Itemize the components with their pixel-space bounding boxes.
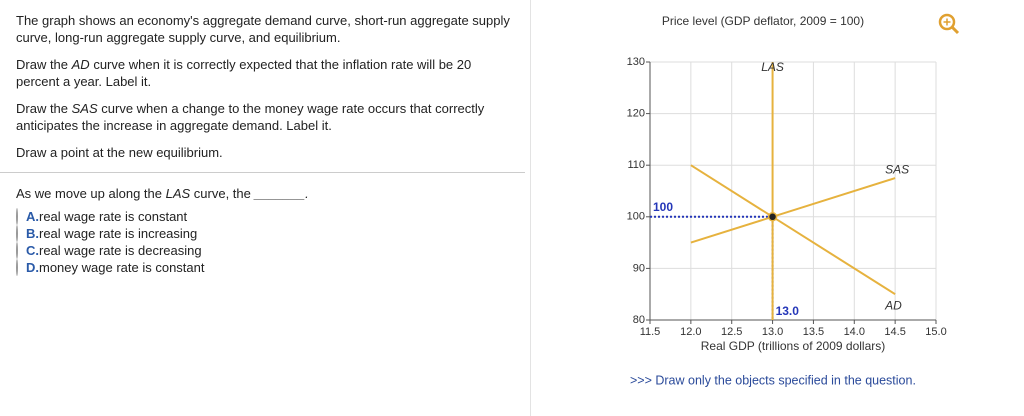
x-tick-label: 13.0 [762,326,783,338]
curve [690,164,896,296]
paragraph: Draw the SAS curve when a change to the … [16,100,516,134]
x-tick-label: 13.5 [803,326,824,338]
paragraph: The graph shows an economy's aggregate d… [16,12,516,46]
y-tick-label: 120 [627,108,645,120]
question-panel: The graph shows an economy's aggregate d… [16,12,516,276]
text-segment: _______. [254,186,309,201]
option-text: money wage rate is constant [39,260,205,275]
curve [690,177,896,244]
text-segment: SAS [71,101,98,116]
y-axis-title: Price level (GDP deflator, 2009 = 100) [662,14,864,28]
text-segment: As we move up along the [16,186,166,201]
y-tick-label: 130 [627,56,645,68]
prompt: As we move up along the LAS curve, the _… [16,185,516,202]
x-tick-label: 12.0 [680,326,701,338]
option-letter: C. [26,243,39,258]
text-segment: The graph shows an economy's aggregate d… [16,13,510,45]
x-tick-label: 11.5 [640,326,661,338]
text-segment: Draw the [16,57,72,72]
option-letter: B. [26,226,39,241]
equilibrium-point [767,212,778,222]
y-tick-label: 80 [633,314,645,326]
divider [0,172,525,173]
paragraph: Draw a point at the new equilibrium. [16,144,516,161]
point-y-label: 100 [653,200,673,214]
x-tick-label: 12.5 [721,326,742,338]
option[interactable]: C.real wage rate is decreasing [16,242,516,259]
y-tick-label: 90 [633,262,645,274]
x-axis-title: Real GDP (trillions of 2009 dollars) [701,339,886,353]
divider [530,0,531,416]
option[interactable]: A.real wage rate is constant [16,208,516,225]
curve-label: AD [884,298,902,312]
text-segment: LAS [165,186,191,201]
y-tick-label: 110 [627,159,645,171]
curve-label: LAS [761,60,784,74]
zoom-icon[interactable] [938,13,960,35]
x-tick-label: 14.0 [844,326,865,338]
option-letter: A. [26,209,39,224]
curve-label: SAS [885,162,909,176]
text-segment: Draw a point at the new equilibrium. [16,145,223,160]
option[interactable]: D.money wage rate is constant [16,259,516,276]
option-letter: D. [26,260,39,275]
footer-note: >>> Draw only the objects specified in t… [630,373,916,387]
option-text: real wage rate is increasing [39,226,198,241]
text-segment: AD [71,57,90,72]
x-tick-label: 14.5 [884,326,905,338]
paragraph: Draw the AD curve when it is correctly e… [16,56,516,90]
text-segment: curve, the [190,186,255,201]
option[interactable]: B.real wage rate is increasing [16,225,516,242]
option-text: real wage rate is constant [39,209,188,224]
text-segment: Draw the [16,101,72,116]
text-segment: curve when a change to the money wage ra… [16,101,485,133]
y-tick-label: 100 [627,211,645,223]
text-segment: curve when it is correctly expected that… [16,57,472,89]
option-text: real wage rate is decreasing [39,243,202,258]
x-tick-label: 15.0 [925,326,946,338]
point-x-label: 13.0 [776,304,800,318]
